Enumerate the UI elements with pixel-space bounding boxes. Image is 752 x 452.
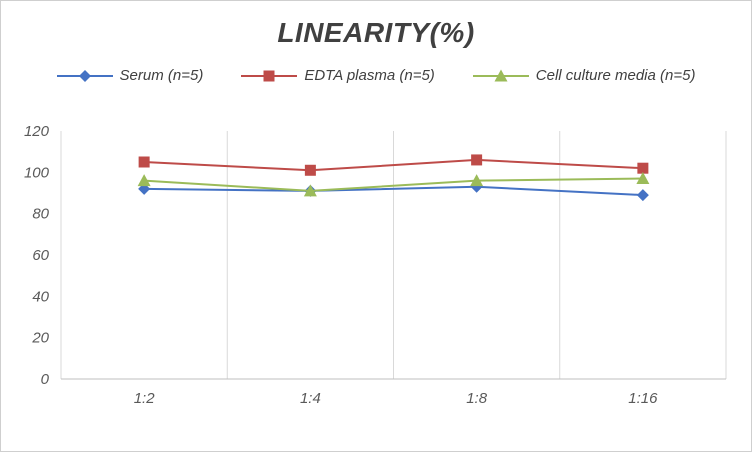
series-marker <box>637 162 649 174</box>
y-axis-tick-label: 100 <box>24 164 50 181</box>
legend-marker-shape <box>78 69 91 82</box>
legend-marker-serum-icon <box>56 69 113 82</box>
legend-marker-shape <box>494 69 508 81</box>
x-axis-tick-label: 1:4 <box>300 390 321 407</box>
series-marker <box>471 154 483 166</box>
y-axis-tick-label: 60 <box>32 247 49 264</box>
series-marker <box>137 174 151 187</box>
series-line <box>144 177 643 192</box>
y-axis-tick-label: 80 <box>32 206 49 223</box>
series-marker <box>303 184 317 197</box>
y-axis-tick-label: 40 <box>32 288 49 305</box>
legend-marker-cell-culture-media-icon <box>472 69 529 81</box>
legend-item-edta-plasma: EDTA plasma (n=5) <box>241 67 435 84</box>
legend-item-cell-culture-media: Cell culture media (n=5) <box>472 67 696 84</box>
chart-plot-area: 0 20 40 60 80 100 120 1:2 1:4 1:8 1:16 <box>24 123 727 407</box>
legend-label-edta-plasma: EDTA plasma (n=5) <box>304 67 435 84</box>
series-line <box>144 185 643 197</box>
series-marker <box>636 172 650 185</box>
legend-label-serum: Serum (n=5) <box>119 67 204 84</box>
legend-marker-shape <box>263 70 275 81</box>
series-marker <box>470 174 484 187</box>
series-marker <box>304 164 316 176</box>
y-axis-tick-label: 20 <box>31 330 49 347</box>
y-axis-tick-label: 120 <box>24 123 50 140</box>
series-marker <box>636 189 649 202</box>
y-axis-tick-label: 0 <box>41 371 50 388</box>
legend-label-cell-culture-media: Cell culture media (n=5) <box>535 67 696 84</box>
x-axis-tick-label: 1:8 <box>466 390 488 407</box>
chart-legend: Serum (n=5) EDTA plasma (n=5) Cell cultu… <box>1 67 751 84</box>
chart-title: LINEARITY(%) <box>277 17 475 48</box>
series-marker <box>138 156 150 168</box>
legend-marker-edta-plasma-icon <box>241 70 298 81</box>
x-axis-tick-label: 1:16 <box>628 390 658 407</box>
x-axis-tick-label: 1:2 <box>134 390 156 407</box>
series-line <box>144 158 643 172</box>
legend-item-serum: Serum (n=5) <box>56 67 204 84</box>
